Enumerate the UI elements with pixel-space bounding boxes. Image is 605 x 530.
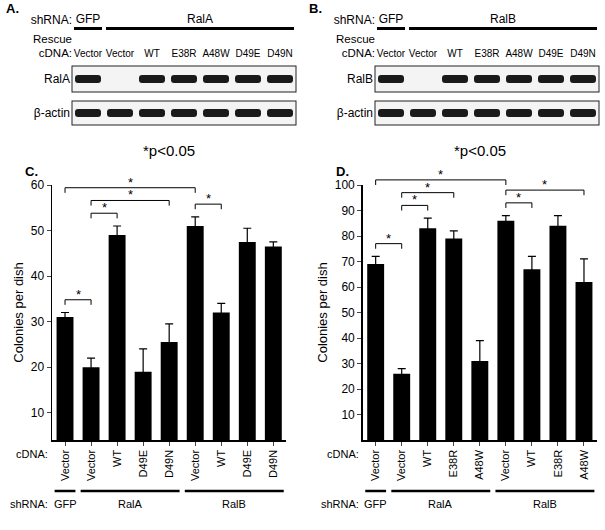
svg-text:*: * bbox=[412, 192, 417, 207]
svg-text:50: 50 bbox=[31, 224, 45, 238]
svg-text:RalA: RalA bbox=[187, 12, 213, 26]
svg-text:GFP: GFP bbox=[76, 12, 101, 26]
svg-text:Colonies per dish: Colonies per dish bbox=[11, 262, 26, 362]
svg-text:D49N: D49N bbox=[267, 450, 279, 478]
svg-text:*: * bbox=[206, 191, 211, 206]
svg-text:60: 60 bbox=[31, 178, 45, 192]
svg-text:D49N: D49N bbox=[570, 48, 596, 59]
svg-text:*: * bbox=[128, 175, 133, 190]
svg-text:shRNA:: shRNA: bbox=[321, 498, 359, 510]
svg-text:10: 10 bbox=[31, 406, 45, 420]
svg-text:cDNA:: cDNA: bbox=[327, 448, 359, 460]
svg-text:20: 20 bbox=[31, 360, 45, 374]
svg-text:GFP: GFP bbox=[54, 498, 77, 510]
svg-text:*: * bbox=[102, 200, 107, 215]
svg-text:Vector: Vector bbox=[409, 48, 438, 59]
svg-text:shRNA:: shRNA: bbox=[10, 498, 48, 510]
svg-text:20: 20 bbox=[341, 382, 355, 396]
svg-text:D49E: D49E bbox=[235, 48, 260, 59]
svg-text:70: 70 bbox=[341, 255, 355, 269]
svg-text:*: * bbox=[438, 167, 443, 182]
svg-text:A.: A. bbox=[6, 1, 19, 16]
svg-text:*p<0.05: *p<0.05 bbox=[454, 142, 506, 159]
svg-text:*: * bbox=[76, 287, 81, 302]
svg-text:A48W: A48W bbox=[202, 48, 230, 59]
svg-text:RalA: RalA bbox=[428, 498, 453, 510]
svg-text:RalB: RalB bbox=[533, 498, 557, 510]
svg-text:β-actin: β-actin bbox=[337, 106, 373, 120]
svg-text:WT: WT bbox=[144, 48, 160, 59]
svg-text:*: * bbox=[516, 190, 521, 205]
svg-text:β-actin: β-actin bbox=[34, 106, 70, 120]
svg-text:50: 50 bbox=[341, 306, 355, 320]
svg-text:*p<0.05: *p<0.05 bbox=[143, 142, 195, 159]
svg-text:GFP: GFP bbox=[364, 498, 387, 510]
svg-text:RalB: RalB bbox=[490, 12, 516, 26]
svg-text:D49E: D49E bbox=[538, 48, 563, 59]
svg-text:60: 60 bbox=[341, 280, 355, 294]
svg-text:RalB: RalB bbox=[222, 498, 246, 510]
svg-text:WT: WT bbox=[111, 450, 123, 467]
svg-text:Vector: Vector bbox=[189, 450, 201, 482]
svg-text:90: 90 bbox=[341, 204, 355, 218]
svg-text:cDNA:: cDNA: bbox=[39, 47, 72, 59]
svg-text:WT: WT bbox=[421, 450, 433, 467]
svg-text:D49N: D49N bbox=[267, 48, 293, 59]
svg-text:D.: D. bbox=[336, 164, 349, 179]
svg-text:shRNA:: shRNA: bbox=[31, 13, 72, 27]
svg-text:D49E: D49E bbox=[241, 450, 253, 478]
svg-text:*: * bbox=[542, 177, 547, 192]
svg-text:A48W: A48W bbox=[473, 449, 485, 480]
svg-text:Colonies per dish: Colonies per dish bbox=[315, 262, 330, 362]
svg-text:Vector: Vector bbox=[59, 450, 71, 482]
svg-text:E38R: E38R bbox=[552, 450, 564, 478]
svg-text:A48W: A48W bbox=[578, 449, 590, 480]
svg-text:30: 30 bbox=[341, 357, 355, 371]
svg-text:RalB: RalB bbox=[347, 72, 373, 86]
svg-text:D49E: D49E bbox=[137, 450, 149, 478]
svg-text:E38R: E38R bbox=[474, 48, 499, 59]
svg-text:80: 80 bbox=[341, 229, 355, 243]
svg-text:Vector: Vector bbox=[85, 450, 97, 482]
svg-text:WT: WT bbox=[447, 48, 463, 59]
svg-text:*: * bbox=[128, 187, 133, 202]
svg-text:Rescue: Rescue bbox=[33, 33, 72, 45]
svg-text:40: 40 bbox=[341, 331, 355, 345]
svg-text:RalA: RalA bbox=[118, 498, 143, 510]
svg-text:E38R: E38R bbox=[171, 48, 196, 59]
svg-text:D49N: D49N bbox=[163, 450, 175, 478]
svg-text:Vector: Vector bbox=[395, 450, 407, 482]
svg-text:Vector: Vector bbox=[377, 48, 406, 59]
svg-text:*: * bbox=[425, 180, 430, 195]
svg-text:RalA: RalA bbox=[44, 72, 70, 86]
svg-text:shRNA:: shRNA: bbox=[334, 13, 375, 27]
svg-text:B.: B. bbox=[309, 1, 322, 16]
svg-text:C.: C. bbox=[25, 164, 38, 179]
svg-text:Rescue: Rescue bbox=[336, 33, 375, 45]
svg-text:Vector: Vector bbox=[369, 450, 381, 482]
svg-text:100: 100 bbox=[335, 178, 355, 192]
svg-text:Vector: Vector bbox=[499, 450, 511, 482]
svg-text:Vector: Vector bbox=[74, 48, 103, 59]
svg-text:E38R: E38R bbox=[447, 450, 459, 478]
svg-text:WT: WT bbox=[215, 450, 227, 467]
svg-text:10: 10 bbox=[341, 408, 355, 422]
svg-text:A48W: A48W bbox=[505, 48, 533, 59]
svg-text:GFP: GFP bbox=[379, 12, 404, 26]
svg-text:cDNA:: cDNA: bbox=[16, 448, 48, 460]
svg-text:30: 30 bbox=[31, 315, 45, 329]
svg-text:WT: WT bbox=[525, 450, 537, 467]
svg-text:*: * bbox=[386, 231, 391, 246]
svg-text:Vector: Vector bbox=[106, 48, 135, 59]
svg-text:cDNA:: cDNA: bbox=[342, 47, 375, 59]
svg-text:40: 40 bbox=[31, 269, 45, 283]
